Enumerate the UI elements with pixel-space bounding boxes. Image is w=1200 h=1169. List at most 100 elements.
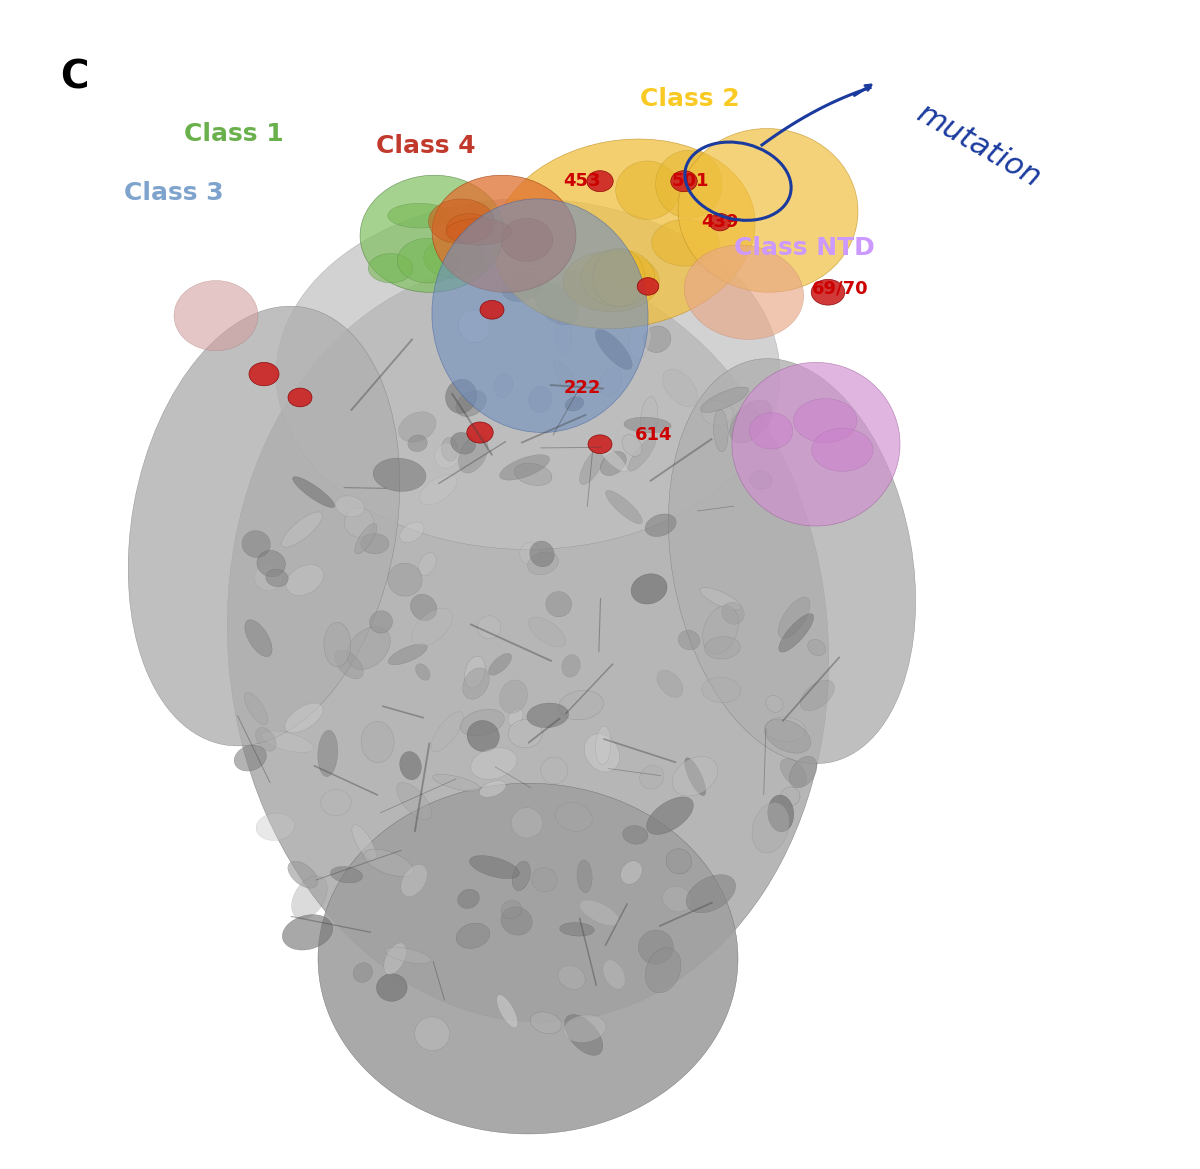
Ellipse shape [593,249,644,306]
Ellipse shape [580,900,619,926]
Ellipse shape [288,388,312,407]
Ellipse shape [398,411,436,442]
Ellipse shape [412,608,452,646]
Ellipse shape [458,435,488,473]
Ellipse shape [600,368,622,396]
Ellipse shape [502,219,553,262]
Ellipse shape [509,708,523,726]
Ellipse shape [276,199,780,549]
Ellipse shape [419,553,437,576]
Ellipse shape [493,139,755,328]
Ellipse shape [286,565,324,595]
Ellipse shape [318,731,337,776]
Ellipse shape [397,238,460,283]
Ellipse shape [528,552,558,575]
Ellipse shape [732,362,900,526]
Ellipse shape [514,463,552,485]
Text: 439: 439 [701,213,739,231]
Ellipse shape [373,458,426,491]
Ellipse shape [256,727,276,752]
Ellipse shape [811,279,845,305]
Ellipse shape [553,360,581,402]
Ellipse shape [497,269,541,290]
Ellipse shape [709,213,731,231]
Ellipse shape [174,281,258,351]
Ellipse shape [428,199,494,244]
Ellipse shape [355,524,377,554]
Ellipse shape [656,670,683,697]
Ellipse shape [458,310,490,343]
Ellipse shape [385,947,431,963]
Ellipse shape [500,907,533,935]
Ellipse shape [541,758,568,784]
Text: Class 3: Class 3 [124,181,224,205]
Ellipse shape [446,219,512,245]
Text: Class NTD: Class NTD [733,236,875,260]
Ellipse shape [424,237,485,278]
Ellipse shape [266,569,288,587]
Ellipse shape [410,594,437,621]
Ellipse shape [361,534,389,554]
Ellipse shape [780,759,806,787]
Ellipse shape [408,435,427,451]
Ellipse shape [318,783,738,1134]
Ellipse shape [364,849,414,877]
Ellipse shape [647,797,694,835]
Ellipse shape [546,592,571,617]
Ellipse shape [250,362,278,386]
Ellipse shape [479,781,506,797]
Ellipse shape [497,995,517,1028]
Ellipse shape [480,300,504,319]
Ellipse shape [494,373,512,397]
Ellipse shape [353,963,372,982]
Ellipse shape [811,428,874,471]
Ellipse shape [245,692,268,725]
Ellipse shape [581,249,655,306]
Ellipse shape [599,445,628,472]
Ellipse shape [563,251,659,312]
Ellipse shape [638,931,673,964]
Ellipse shape [446,214,493,242]
Ellipse shape [616,161,679,220]
Ellipse shape [511,808,542,838]
Ellipse shape [652,220,719,267]
Ellipse shape [643,326,671,353]
Ellipse shape [703,606,738,655]
Ellipse shape [750,471,772,489]
Ellipse shape [400,523,424,542]
Ellipse shape [671,171,697,192]
Ellipse shape [587,171,613,192]
Ellipse shape [595,330,632,369]
Ellipse shape [262,731,313,753]
Text: C: C [60,58,89,97]
Ellipse shape [401,864,427,897]
Ellipse shape [467,422,493,443]
Ellipse shape [700,588,742,610]
Ellipse shape [704,637,740,659]
Ellipse shape [234,745,266,772]
Ellipse shape [368,254,413,283]
Ellipse shape [128,306,400,746]
Ellipse shape [442,437,458,462]
Ellipse shape [666,849,691,874]
Ellipse shape [624,417,671,433]
Ellipse shape [478,616,500,638]
Ellipse shape [628,437,656,471]
Ellipse shape [685,758,706,795]
Ellipse shape [793,399,857,443]
Ellipse shape [434,443,460,469]
Ellipse shape [527,703,569,727]
Ellipse shape [595,726,611,765]
Ellipse shape [646,948,680,992]
Text: 614: 614 [635,426,673,444]
Ellipse shape [556,318,572,355]
Ellipse shape [529,541,554,567]
Ellipse shape [257,551,286,576]
Ellipse shape [282,914,332,950]
Ellipse shape [335,496,365,517]
Ellipse shape [702,401,733,426]
Ellipse shape [529,387,552,413]
Ellipse shape [377,974,407,1002]
Ellipse shape [562,655,581,677]
Ellipse shape [509,720,542,748]
